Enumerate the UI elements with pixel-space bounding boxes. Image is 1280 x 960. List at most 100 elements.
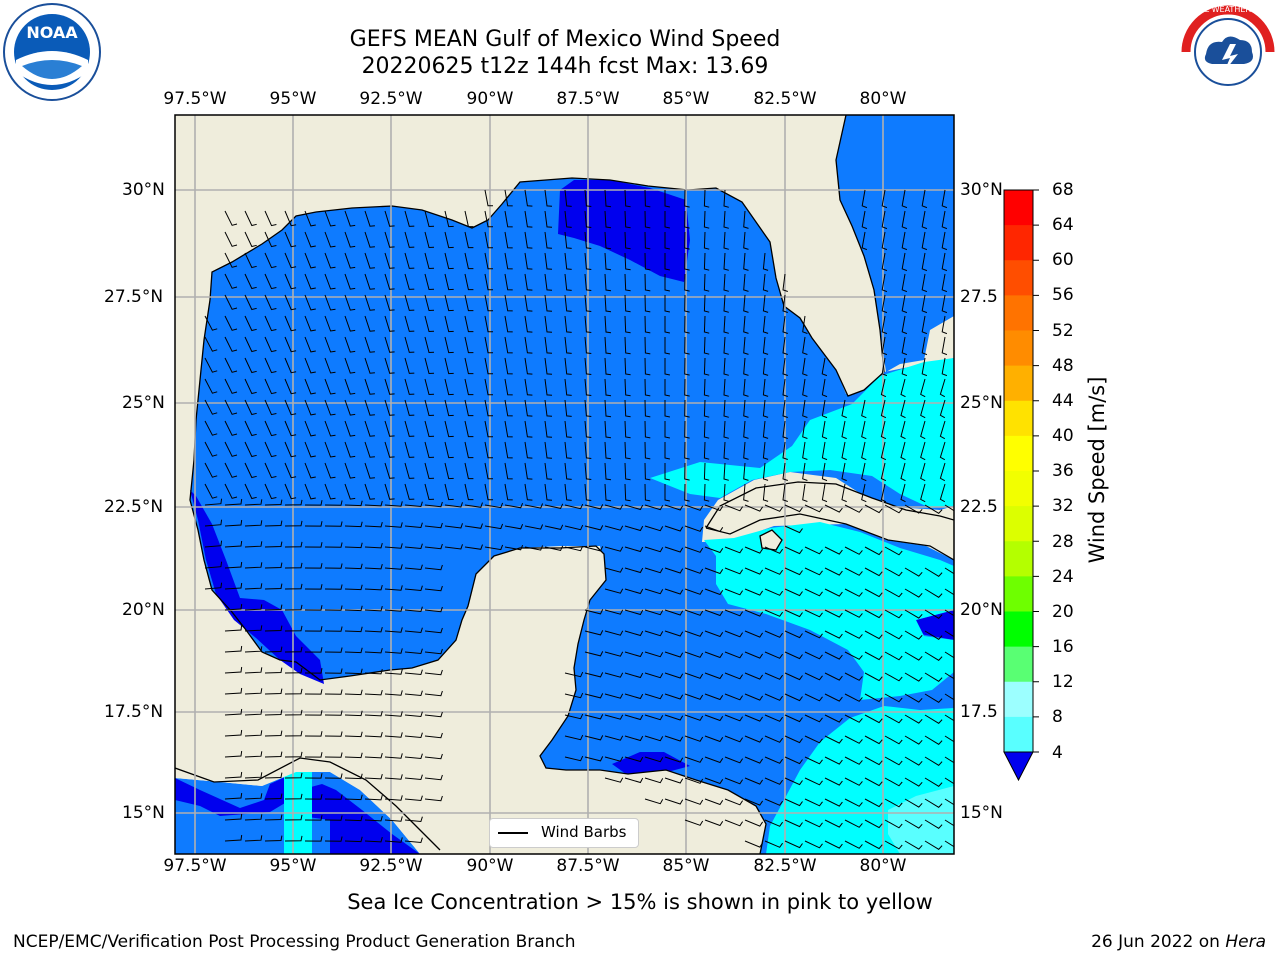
lon-label-bottom-80w: 80°W [859, 856, 907, 876]
wind-barb [464, 357, 474, 375]
wind-barb [920, 420, 926, 440]
wind-barb [764, 735, 784, 743]
wind-barb [704, 630, 724, 638]
wind-barb [664, 756, 684, 763]
wind-barb [384, 399, 395, 416]
chart-subtitle: 20220625 t12z 144h fcst Max: 13.69 [361, 54, 769, 79]
wind-barb [504, 420, 513, 438]
wind-barb [544, 524, 564, 530]
wind-barb [824, 651, 843, 660]
wind-barb [844, 567, 863, 576]
wind-barb [464, 315, 474, 333]
wind-barb [624, 735, 644, 742]
wind-barb [881, 294, 888, 314]
wind-barb [364, 500, 383, 507]
wind-barb [364, 336, 375, 353]
wind-barb [244, 252, 257, 269]
wind-barb [844, 756, 863, 765]
wind-barb [224, 624, 243, 632]
wind-barb [861, 420, 867, 440]
wind-barb [624, 651, 644, 658]
wind-barb [324, 420, 336, 437]
wind-barb [604, 420, 612, 439]
wind-barb [684, 336, 690, 355]
wind-barb [264, 730, 283, 737]
wind-barb [704, 735, 724, 743]
wind-barb [921, 315, 928, 335]
colorbar-tick-48: 48 [1052, 356, 1074, 376]
wind-barb [584, 525, 604, 531]
wind-barb [881, 336, 888, 356]
wind-barb [802, 336, 808, 355]
wind-barb [224, 519, 243, 527]
wind-barb [264, 541, 283, 548]
wind-barb [364, 399, 375, 416]
wind-barb [744, 609, 764, 617]
wind-barb [864, 672, 883, 682]
wind-barb [684, 609, 704, 616]
wind-barb [644, 588, 664, 595]
wind-barb [644, 735, 664, 742]
colorbar-tick-8: 8 [1052, 707, 1063, 727]
wind-barb [624, 462, 631, 481]
wind-barb [804, 630, 823, 639]
wind-barb [264, 483, 277, 500]
wind-barb [204, 582, 223, 590]
colorbar-segment [1004, 646, 1033, 683]
wind-barb [864, 840, 883, 850]
wind-barb [684, 735, 704, 742]
wind-barb [624, 672, 644, 679]
wind-barb [264, 462, 277, 479]
wind-barb [404, 606, 423, 613]
wind-barb [564, 252, 572, 270]
wind-barb [924, 714, 943, 724]
wind-barb [564, 273, 572, 291]
wind-barb [901, 315, 908, 335]
colorbar-segment [1004, 576, 1033, 612]
lat-label-left-15n: 15°N [122, 803, 165, 823]
wind-barb [564, 755, 584, 762]
wind-barb [684, 756, 704, 763]
wind-barb [924, 756, 943, 766]
wind-barb [364, 483, 375, 500]
wind-barb [804, 840, 823, 849]
lat-label-left-25n: 25°N [122, 393, 165, 413]
wind-barb [484, 231, 494, 249]
wind-barb [264, 336, 277, 353]
wind-barb [762, 252, 769, 271]
colorbar-tick-28: 28 [1052, 532, 1074, 552]
lon-label-top-92-5w: 92.5°W [359, 89, 423, 109]
wind-barb [644, 693, 664, 700]
wind-barb [804, 735, 823, 744]
wind-barb [524, 545, 544, 551]
wind-barb [344, 521, 363, 528]
wind-barb [324, 710, 343, 716]
wind-barb [884, 546, 903, 556]
wind-barb [664, 211, 670, 229]
wind-barb [904, 756, 923, 766]
wind-barb [244, 625, 263, 632]
wind-barb [344, 731, 363, 738]
wind-barbs [204, 189, 954, 850]
wind-barb [584, 714, 604, 720]
wind-barb [364, 584, 383, 591]
wind-barb [644, 672, 664, 679]
wind-barb [824, 798, 843, 807]
wind-barb [404, 627, 423, 634]
wind-barb [744, 798, 764, 806]
wind-barb [264, 709, 283, 716]
wind-barb [844, 798, 863, 807]
wind-barb [762, 441, 769, 460]
wind-barb [624, 378, 631, 397]
wind-barb [324, 668, 343, 674]
wind-barb [624, 315, 631, 334]
wind-barb [304, 836, 323, 842]
wind-barb [344, 584, 363, 591]
wind-barb [344, 231, 356, 248]
wind-barb [764, 714, 784, 722]
wind-barb [344, 357, 356, 374]
wind-barb [743, 315, 749, 334]
wind-barb [624, 504, 644, 511]
wind-barb [944, 630, 954, 638]
colorbar-segment [1004, 190, 1033, 226]
